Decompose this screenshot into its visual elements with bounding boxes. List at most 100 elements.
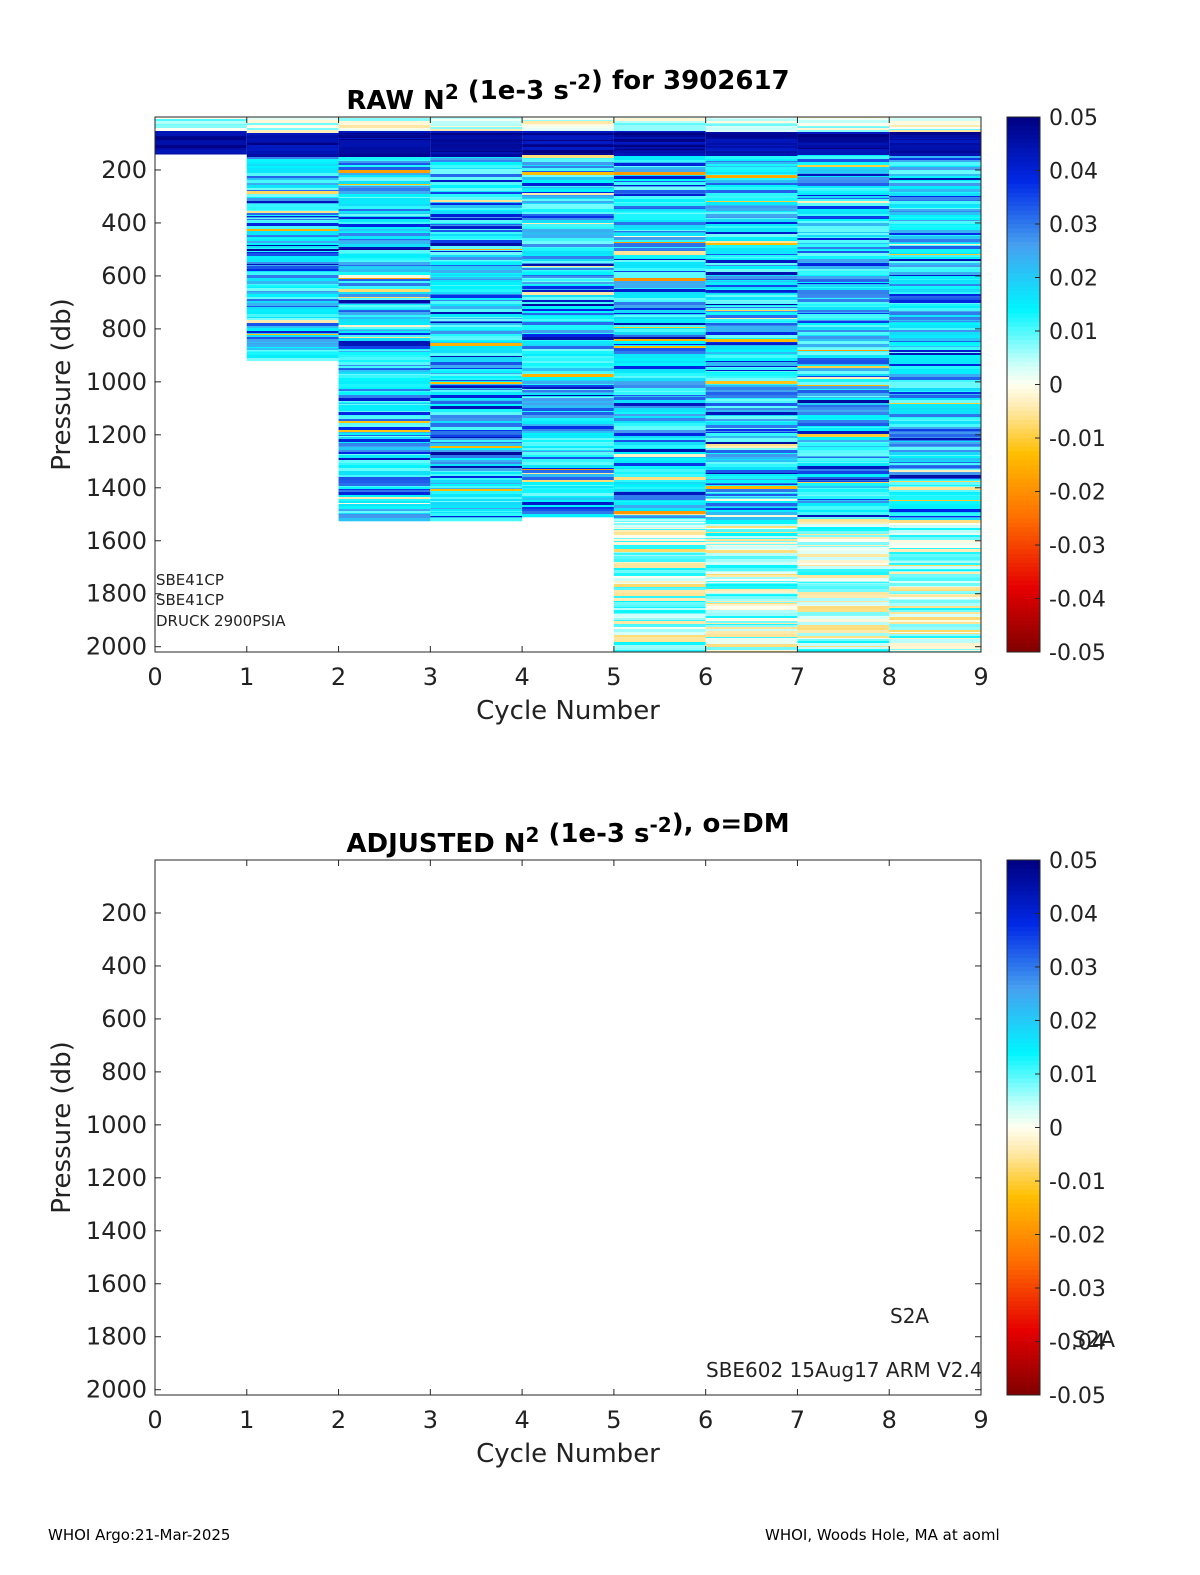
n2-band <box>889 312 981 316</box>
annotation-s2a: S2A <box>890 1304 929 1328</box>
n2-band <box>246 291 339 293</box>
n2-band <box>613 468 706 470</box>
n2-band <box>705 497 798 499</box>
colorbar-tick-label: -0.02 <box>1049 481 1106 506</box>
n2-band <box>705 343 798 346</box>
n2-band <box>338 492 431 496</box>
colorbar-segment <box>1007 958 1040 964</box>
n2-band <box>522 363 614 367</box>
n2-band <box>338 402 431 404</box>
colorbar-segment <box>1007 1310 1040 1316</box>
n2-band <box>338 489 431 491</box>
n2-band <box>613 410 706 413</box>
n2-band <box>613 339 706 342</box>
n2-band <box>246 234 339 236</box>
n2-band <box>430 389 523 391</box>
n2-band <box>430 217 523 219</box>
n2-band <box>522 192 614 194</box>
n2-band <box>705 428 798 430</box>
n2-band <box>889 495 981 497</box>
n2-band <box>889 300 981 304</box>
n2-band <box>705 211 798 213</box>
colorbar-segment <box>1007 322 1040 328</box>
colorbar-segment <box>1007 1087 1040 1093</box>
n2-band <box>705 515 798 518</box>
n2-band <box>338 173 431 176</box>
y-tick-label: 1200 <box>86 1164 147 1192</box>
colorbar-segment <box>1007 1127 1040 1133</box>
n2-band <box>246 264 339 266</box>
y-tick-label: 1200 <box>86 421 147 449</box>
n2-band <box>430 160 523 163</box>
n2-band <box>522 507 614 510</box>
n2-band <box>889 394 981 396</box>
n2-band <box>797 201 890 204</box>
n2-band <box>338 138 431 140</box>
n2-band <box>430 312 523 315</box>
n2-band <box>246 148 339 152</box>
n2-band <box>889 352 981 354</box>
n2-band <box>155 141 247 145</box>
n2-band <box>705 272 798 276</box>
colorbar-segment <box>1007 348 1040 354</box>
n2-band <box>613 433 706 437</box>
n2-band <box>613 220 706 223</box>
n2-band <box>430 368 523 370</box>
n2-band <box>889 561 981 564</box>
n2-band <box>522 199 614 202</box>
n2-band <box>797 609 890 613</box>
colorbar-segment <box>1007 909 1040 914</box>
n2-band <box>522 302 614 305</box>
n2-band <box>613 430 706 434</box>
colorbar-segment <box>1007 281 1040 287</box>
n2-band <box>705 631 798 635</box>
n2-band <box>613 160 706 163</box>
n2-band <box>705 308 798 311</box>
n2-band <box>246 343 339 345</box>
n2-band <box>430 378 523 381</box>
colorbar-segment <box>1007 206 1040 212</box>
n2-band <box>705 440 798 443</box>
n2-band <box>613 145 706 148</box>
n2-band <box>797 365 890 367</box>
n2-band <box>613 289 706 293</box>
n2-band <box>797 563 890 566</box>
n2-band <box>797 355 890 359</box>
n2-band <box>522 403 614 406</box>
n2-band <box>613 128 706 132</box>
n2-band <box>889 622 981 625</box>
n2-band <box>338 209 431 212</box>
n2-band <box>797 283 890 285</box>
n2-band <box>430 300 523 302</box>
footer-left: WHOI Argo:21-Mar-2025 <box>48 1526 231 1544</box>
colorbar-segment <box>1007 895 1040 901</box>
n2-band <box>889 441 981 443</box>
colorbar-tick-label: 0 <box>1049 374 1063 399</box>
n2-band <box>430 117 523 120</box>
n2-band <box>705 205 798 207</box>
n2-band <box>889 284 981 287</box>
n2-band <box>889 186 981 190</box>
n2-band <box>430 240 523 244</box>
n2-band <box>430 484 523 487</box>
colorbar-segment <box>1007 513 1040 519</box>
n2-band <box>246 223 339 226</box>
y-tick-label: 1400 <box>86 474 147 502</box>
n2-band <box>797 377 890 380</box>
n2-band <box>889 400 981 404</box>
n2-band <box>705 335 798 339</box>
n2-band <box>797 140 890 143</box>
n2-band <box>246 249 339 252</box>
n2-band <box>889 218 981 221</box>
profile-cycle-6 <box>705 117 798 653</box>
n2-band <box>797 297 890 299</box>
n2-band <box>522 281 614 283</box>
n2-band <box>522 341 614 345</box>
x-tick-label: 3 <box>423 663 438 691</box>
n2-band <box>430 508 523 510</box>
n2-band <box>705 289 798 291</box>
n2-band <box>889 138 981 140</box>
n2-band <box>522 462 614 466</box>
n2-band <box>522 349 614 352</box>
colorbar-tick-label: -0.03 <box>1049 534 1106 559</box>
